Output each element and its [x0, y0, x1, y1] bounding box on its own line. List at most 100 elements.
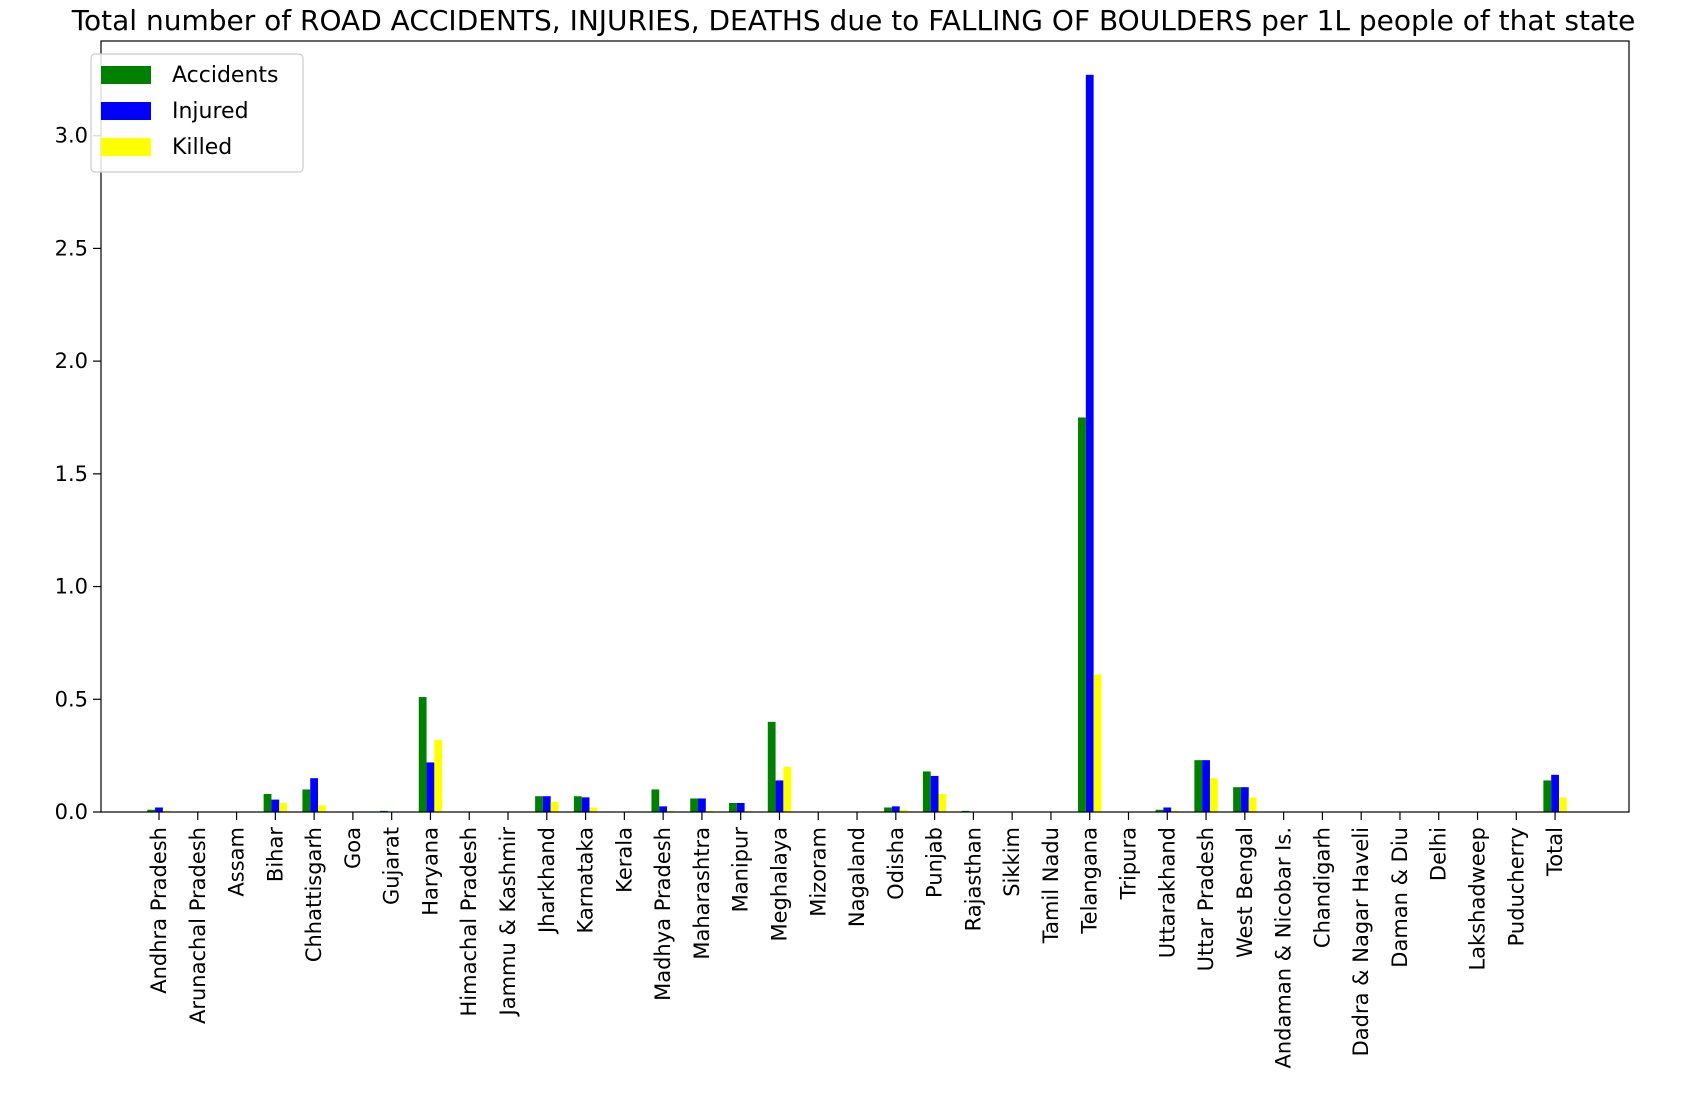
x-tick-label: Uttarakhand — [1155, 827, 1179, 958]
legend-label-killed: Killed — [172, 135, 232, 160]
bars-layer — [147, 74, 1567, 812]
x-tick-label: Punjab — [923, 827, 947, 898]
x-tick-label: Kerala — [612, 827, 636, 893]
x-tick-label: Madhya Pradesh — [651, 827, 675, 1001]
bar-killed-7 — [434, 739, 443, 812]
x-tick-label: Arunachal Pradesh — [186, 827, 210, 1024]
bar-killed-24 — [1093, 674, 1102, 812]
legend: Accidents Injured Killed — [90, 53, 304, 173]
x-tick-label: Rajasthan — [961, 827, 985, 931]
bar-injured-20 — [930, 775, 939, 812]
x-tick-label: Sikkim — [1000, 827, 1024, 897]
y-tick-label: 1.0 — [55, 575, 88, 599]
x-tick-label: Himachal Pradesh — [457, 827, 481, 1016]
y-tick-label: 2.0 — [55, 349, 88, 373]
x-tick-label: Total — [1543, 827, 1567, 877]
bar-injured-28 — [1240, 787, 1249, 812]
bar-accidents-15 — [729, 802, 737, 812]
bar-accidents-24 — [1078, 417, 1086, 812]
bar-injured-24 — [1085, 74, 1094, 812]
legend-swatch-accidents — [101, 66, 151, 84]
x-axis: Andhra Pradesh Arunachal Pradesh Assam Biha… — [147, 812, 1567, 1069]
x-tick-label: Manipur — [729, 827, 753, 913]
bar-accidents-7 — [418, 697, 427, 812]
x-tick-label: Meghalaya — [768, 827, 792, 942]
x-tick-label: West Bengal — [1233, 827, 1257, 958]
bar-killed-28 — [1248, 797, 1257, 812]
x-tick-label: Dadra & Nagar Haveli — [1349, 827, 1373, 1056]
bar-accidents-11 — [573, 796, 582, 812]
x-tick-label: Jharkhand — [535, 827, 559, 935]
bar-accidents-4 — [302, 789, 311, 812]
x-tick-label: Tamil Nadu — [1039, 827, 1063, 944]
x-tick-label: Assam — [225, 827, 249, 897]
x-tick-label: Daman & Diu — [1388, 827, 1412, 968]
bar-accidents-3 — [263, 793, 272, 812]
bar-accidents-19 — [884, 807, 892, 812]
bar-killed-19 — [899, 809, 908, 812]
x-tick-label: Chhattisgarh — [302, 827, 326, 962]
bar-killed-27 — [1209, 778, 1218, 812]
bar-injured-4 — [310, 778, 319, 812]
bar-killed-11 — [589, 807, 598, 812]
x-tick-label: Nagaland — [845, 827, 869, 927]
bar-injured-0 — [155, 807, 163, 812]
x-tick-label: Delhi — [1427, 827, 1451, 881]
x-tick-label: Haryana — [419, 827, 443, 916]
bar-injured-14 — [698, 798, 706, 812]
bar-accidents-0 — [147, 809, 156, 812]
bar-injured-26 — [1163, 807, 1172, 812]
x-tick-label: Andhra Pradesh — [147, 827, 171, 994]
x-tick-label: Uttar Pradesh — [1194, 827, 1218, 971]
bar-injured-11 — [581, 797, 590, 812]
bar-killed-16 — [783, 766, 792, 812]
legend-label-injured: Injured — [172, 99, 249, 124]
bar-injured-27 — [1202, 760, 1210, 812]
bar-injured-3 — [271, 799, 280, 812]
plot-frame — [100, 40, 1630, 813]
bar-accidents-14 — [690, 798, 699, 812]
y-tick-label: 3.0 — [55, 124, 88, 148]
x-tick-label: Bihar — [263, 827, 287, 882]
y-tick-label: 1.5 — [55, 462, 88, 486]
bar-accidents-36 — [1543, 780, 1552, 812]
bar-killed-10 — [550, 801, 559, 812]
x-tick-label: Puducherry — [1504, 827, 1528, 946]
legend-swatch-injured — [101, 102, 151, 120]
y-tick-label: 2.5 — [55, 236, 88, 260]
x-tick-label: Telangana — [1078, 827, 1102, 935]
x-tick-label: Goa — [341, 827, 365, 869]
x-tick-label: Gujarat — [380, 827, 404, 905]
bar-injured-15 — [736, 802, 745, 812]
bar-injured-16 — [775, 780, 784, 812]
bar-accidents-20 — [922, 771, 931, 812]
bar-accidents-10 — [535, 796, 543, 812]
bar-accidents-26 — [1155, 809, 1164, 812]
x-tick-label: Odisha — [884, 827, 908, 900]
bar-injured-36 — [1551, 774, 1559, 812]
bar-accidents-28 — [1233, 787, 1241, 812]
bar-injured-13 — [659, 806, 668, 812]
y-tick-label: 0.5 — [55, 687, 88, 711]
x-tick-label: Tripura — [1117, 827, 1141, 900]
x-tick-label: Mizoram — [806, 827, 830, 917]
y-tick-label: 0.0 — [55, 800, 88, 824]
x-tick-label: Andaman & Nicobar Is. — [1272, 827, 1296, 1069]
x-tick-label: Karnataka — [574, 827, 598, 933]
legend-label-accidents: Accidents — [172, 63, 279, 88]
x-tick-label: Chandigarh — [1310, 827, 1334, 948]
x-tick-label: Jammu & Kashmir — [496, 827, 520, 1018]
bar-killed-4 — [318, 805, 326, 812]
bar-accidents-27 — [1194, 760, 1203, 812]
bar-killed-20 — [938, 793, 947, 812]
x-tick-label: Maharashtra — [690, 827, 714, 960]
bar-killed-36 — [1558, 797, 1567, 812]
bar-accidents-16 — [767, 721, 776, 812]
bar-injured-7 — [426, 762, 435, 812]
bar-injured-19 — [891, 806, 900, 812]
x-tick-label: Lakshadweep — [1466, 827, 1490, 971]
legend-swatch-killed — [101, 138, 151, 156]
chart-title: Total number of ROAD ACCIDENTS, INJURIES… — [71, 4, 1636, 37]
bar-injured-10 — [542, 796, 551, 812]
